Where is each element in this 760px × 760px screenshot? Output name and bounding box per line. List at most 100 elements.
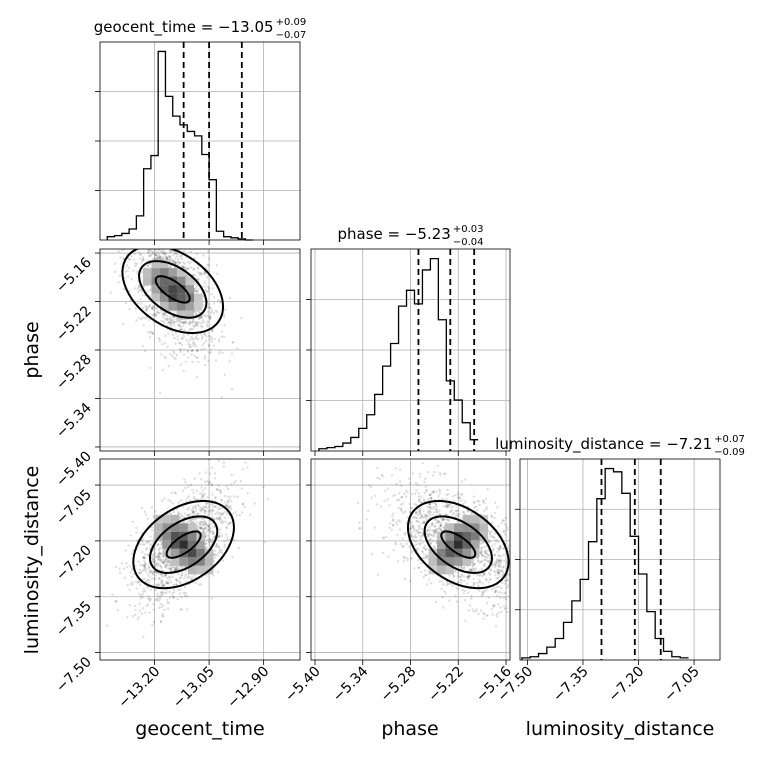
phase-vs-luminosity-distance-sample-point bbox=[498, 548, 501, 551]
phase-vs-luminosity-distance-sample-point bbox=[423, 522, 426, 525]
geocent-time-vs-phase-sample-point bbox=[182, 321, 185, 324]
geocent-time-vs-luminosity-distance-sample-point bbox=[116, 609, 120, 612]
phase-vs-luminosity-distance-sample-point bbox=[466, 575, 469, 579]
geocent-time-vs-luminosity-distance-sample-point bbox=[157, 555, 161, 558]
geocent-time-vs-phase-sample-point bbox=[124, 270, 127, 273]
geocent-time-vs-luminosity-distance-density-cell bbox=[170, 514, 180, 524]
geocent-time-vs-phase-sample-point bbox=[209, 312, 213, 315]
phase-vs-luminosity-distance-sample-point bbox=[433, 525, 437, 528]
geocent-time-vs-luminosity-distance-sample-point bbox=[160, 581, 163, 584]
geocent-time-vs-luminosity-distance-sample-point bbox=[151, 624, 154, 627]
phase-vs-luminosity-distance-sample-point bbox=[429, 513, 432, 516]
geocent-time-vs-luminosity-distance-sample-point bbox=[172, 583, 176, 586]
geocent-time-vs-luminosity-distance-sample-point bbox=[132, 573, 135, 576]
geocent-time-vs-luminosity-distance-sample-point bbox=[177, 580, 180, 583]
geocent-time-vs-phase-sample-point bbox=[207, 359, 210, 363]
geocent-time-vs-luminosity-distance-contour-0 bbox=[165, 530, 202, 559]
geocent-time-vs-phase-sample-point bbox=[156, 256, 159, 259]
geocent-time-vs-luminosity-distance-sample-point bbox=[191, 507, 195, 510]
geocent-time-vs-phase-sample-point bbox=[210, 340, 214, 343]
phase-vs-luminosity-distance-sample-point bbox=[467, 609, 471, 612]
geocent-time-vs-phase-sample-point bbox=[179, 319, 182, 322]
geocent-time-vs-luminosity-distance-sample-point bbox=[114, 599, 118, 603]
geocent-time-vs-phase-sample-point bbox=[192, 344, 195, 347]
geocent-time-vs-luminosity-distance-sample-point bbox=[266, 497, 269, 501]
phase-vs-luminosity-distance-sample-point bbox=[420, 550, 424, 553]
phase-vs-luminosity-distance-sample-point bbox=[433, 545, 436, 548]
geocent-time-vs-luminosity-distance-sample-point bbox=[224, 520, 227, 523]
phase-vs-luminosity-distance-sample-point bbox=[451, 495, 454, 498]
phase-vs-luminosity-distance-sample-point bbox=[411, 531, 414, 534]
geocent-time-vs-luminosity-distance-sample-point bbox=[228, 498, 231, 501]
geocent-time-vs-luminosity-distance-sample-point bbox=[171, 576, 174, 579]
geocent-time-vs-phase-sample-point bbox=[203, 333, 206, 336]
geocent-time-vs-luminosity-distance-sample-point bbox=[186, 574, 189, 578]
geocent-time-vs-luminosity-distance-sample-point bbox=[190, 520, 194, 523]
geocent-time-vs-phase-sample-point bbox=[182, 348, 186, 351]
geocent-time-vs-luminosity-distance-sample-point bbox=[180, 565, 183, 568]
geocent-time-vs-phase-sample-point bbox=[146, 233, 148, 235]
geocent-time-vs-luminosity-distance-sample-point bbox=[200, 486, 203, 489]
geocent-time-vs-luminosity-distance-sample-point bbox=[227, 487, 230, 491]
phase-vs-luminosity-distance-sample-point bbox=[477, 584, 480, 587]
geocent-time-vs-luminosity-distance-sample-point bbox=[171, 502, 175, 505]
phase-vs-luminosity-distance-sample-point bbox=[494, 561, 498, 564]
phase-vs-luminosity-distance-sample-point bbox=[506, 579, 510, 582]
phase-vs-luminosity-distance-sample-point bbox=[420, 570, 423, 574]
phase-vs-luminosity-distance-sample-point bbox=[468, 575, 471, 578]
geocent-time-vs-luminosity-distance-density-cell bbox=[179, 557, 188, 566]
geocent-time-vs-luminosity-distance-sample-point bbox=[183, 478, 186, 481]
geocent-time-vs-luminosity-distance-sample-point bbox=[129, 582, 133, 585]
phase-vs-luminosity-distance-sample-point bbox=[425, 515, 429, 518]
geocent-time-vs-phase-sample-point bbox=[207, 250, 210, 253]
phase-vs-luminosity-distance-sample-point bbox=[469, 568, 472, 571]
geocent-time-vs-luminosity-distance-sample-point bbox=[161, 585, 164, 588]
phase-vs-luminosity-distance-sample-point bbox=[418, 472, 422, 476]
phase-vs-luminosity-distance-sample-point bbox=[432, 507, 435, 510]
geocent-time-vs-phase-sample-point bbox=[195, 286, 198, 289]
geocent-time-vs-luminosity-distance-sample-point bbox=[193, 518, 196, 521]
geocent-time-vs-luminosity-distance-sample-point bbox=[156, 592, 160, 595]
phase-vs-luminosity-distance-sample-point bbox=[467, 569, 470, 572]
phase-vs-luminosity-distance-sample-point bbox=[497, 561, 500, 564]
phase-vs-luminosity-distance-sample-point bbox=[409, 533, 413, 536]
geocent-time-vs-phase-sample-point bbox=[203, 285, 206, 288]
phase-vs-luminosity-distance-sample-point bbox=[420, 514, 423, 518]
phase-vs-luminosity-distance-sample-point bbox=[386, 487, 390, 490]
geocent-time-vs-luminosity-distance-sample-point bbox=[209, 523, 212, 526]
phase-vs-luminosity-distance-sample-point bbox=[538, 604, 540, 606]
phase-vs-luminosity-distance-sample-point bbox=[499, 565, 502, 568]
phase-vs-luminosity-distance-sample-point bbox=[555, 607, 557, 609]
geocent-time-vs-phase-density-cell bbox=[151, 259, 160, 269]
geocent-time-vs-luminosity-distance-sample-point bbox=[198, 472, 201, 475]
geocent-time-vs-phase-sample-point bbox=[135, 207, 137, 209]
phase-vs-luminosity-distance-sample-point bbox=[483, 501, 486, 505]
geocent-time-vs-luminosity-distance-sample-point bbox=[225, 512, 229, 515]
geocent-time-vs-luminosity-distance-sample-point bbox=[159, 595, 162, 598]
y-axis-label-phase: phase bbox=[21, 321, 43, 378]
geocent-time-vs-phase-sample-point bbox=[164, 252, 167, 255]
phase-y-tick-label: −5.16 bbox=[53, 254, 95, 296]
geocent-time-vs-phase-sample-point bbox=[171, 330, 174, 333]
geocent-time-vs-luminosity-distance-sample-point bbox=[223, 494, 226, 498]
phase-vs-luminosity-distance-sample-point bbox=[444, 472, 447, 475]
geocent-time-vs-luminosity-distance-sample-point bbox=[142, 635, 145, 638]
geocent-time-vs-phase-sample-point bbox=[136, 272, 139, 275]
phase-vs-luminosity-distance-sample-point bbox=[505, 597, 508, 601]
phase-vs-luminosity-distance-sample-point bbox=[376, 573, 380, 576]
geocent-time-vs-phase-sample-point bbox=[172, 315, 175, 318]
geocent-time-vs-phase-sample-point bbox=[213, 337, 216, 341]
phase-vs-luminosity-distance-sample-point bbox=[497, 568, 500, 572]
phase-vs-luminosity-distance-sample-point bbox=[396, 533, 399, 537]
geocent-time-vs-phase-sample-point bbox=[191, 360, 194, 364]
geocent-time-vs-luminosity-distance-sample-point bbox=[203, 480, 207, 484]
geocent-time-vs-phase-sample-point bbox=[197, 277, 200, 281]
geocent-time-vs-phase-sample-point bbox=[152, 304, 155, 307]
geocent-time-vs-luminosity-distance-sample-point bbox=[201, 489, 205, 492]
phase-vs-luminosity-distance-sample-point bbox=[430, 533, 433, 536]
geocent-time-vs-luminosity-distance-sample-point bbox=[234, 438, 236, 440]
phase-vs-luminosity-distance-sample-point bbox=[445, 502, 448, 506]
geocent-time-vs-phase-sample-point bbox=[169, 353, 172, 356]
geocent-time-vs-phase-sample-point bbox=[144, 226, 146, 228]
phase-vs-luminosity-distance-sample-point bbox=[489, 579, 492, 582]
